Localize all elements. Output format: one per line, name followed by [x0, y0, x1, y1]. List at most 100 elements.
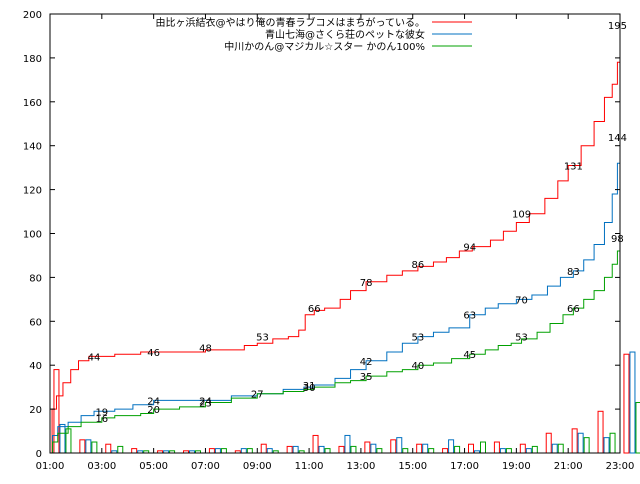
y-tick-label: 200 [23, 10, 42, 21]
data-label: 35 [360, 372, 373, 383]
legend-label: 由比ヶ浜結衣@やはり俺の青春ラブコメはまちがっている。 [156, 16, 426, 29]
hourly-bar [629, 351, 636, 454]
data-label: 42 [360, 357, 373, 368]
data-label: 48 [199, 344, 212, 355]
legend-label: 中川かのん@マジカル☆スター かのん100% [224, 40, 425, 53]
data-label: 24 [147, 396, 160, 407]
x-tick-label: 23:00 [606, 461, 635, 472]
hourly-bar [480, 441, 486, 454]
data-label: 53 [256, 333, 269, 344]
hourly-bar [312, 434, 319, 454]
hourly-bar [545, 432, 552, 454]
hourly-bar [519, 443, 526, 454]
data-label: 30 [303, 383, 316, 394]
hourly-bar [583, 437, 590, 454]
y-tick-label: 100 [23, 230, 42, 241]
hourly-bar [105, 443, 112, 454]
hourly-bar [422, 443, 429, 454]
hourly-bar [428, 448, 435, 454]
data-label: 23 [199, 399, 212, 410]
y-tick-label: 120 [23, 186, 42, 197]
x-tick-label: 03:00 [87, 461, 116, 472]
hourly-bar [292, 445, 299, 454]
hourly-bar [59, 423, 66, 454]
hourly-bar [260, 443, 267, 454]
y-tick-label: 60 [29, 317, 42, 328]
data-label: 98 [611, 234, 624, 245]
data-label: 53 [515, 333, 528, 344]
hourly-bar [603, 437, 610, 454]
data-label: 70 [515, 295, 528, 306]
x-tick-label: 13:00 [346, 461, 375, 472]
hourly-bar [577, 432, 584, 454]
data-label: 27 [251, 390, 264, 401]
hourly-bar [344, 434, 351, 454]
hourly-bar [454, 445, 461, 454]
data-label: 45 [463, 350, 476, 361]
data-label: 63 [463, 311, 476, 322]
hourly-bar [318, 445, 325, 454]
y-tick-label: 0 [36, 449, 42, 460]
hourly-bar [597, 410, 604, 454]
hourly-bar [442, 448, 449, 454]
legend: 由比ヶ浜結衣@やはり俺の青春ラブコメはまちがっている。青山七海@さくら荘のペット… [156, 16, 472, 53]
hourly-bar [338, 445, 345, 454]
hourly-bar [131, 448, 138, 454]
axes: 0 20 40 60 80 100 120 140 160 180 200 01:00 03:00 05:… [23, 10, 635, 472]
series-lines [50, 24, 621, 454]
data-label: 83 [567, 267, 580, 278]
hourly-bar [571, 428, 578, 454]
series-line [50, 24, 621, 454]
hourly-bar [85, 439, 92, 454]
hourly-bar [376, 448, 383, 454]
hourly-bar [390, 439, 397, 454]
data-label: 195 [608, 21, 627, 32]
data-label: 109 [512, 210, 531, 221]
hourly-bar [208, 448, 215, 454]
hourly-bar [214, 448, 221, 454]
data-label: 144 [608, 133, 627, 144]
hourly-bar [505, 448, 512, 454]
hourly-bar [402, 448, 409, 454]
data-label: 16 [95, 414, 108, 425]
hourly-bars [53, 351, 640, 454]
x-tick-label: 19:00 [502, 461, 531, 472]
data-label: 86 [412, 260, 425, 271]
data-label: 24 [199, 396, 212, 407]
series-line [50, 136, 621, 454]
hourly-bar [396, 437, 403, 454]
data-label: 46 [147, 348, 160, 359]
data-label: 40 [412, 361, 425, 372]
hourly-bar [499, 448, 506, 454]
y-tick-label: 80 [29, 273, 42, 284]
y-tick-label: 40 [29, 361, 42, 372]
data-label: 94 [463, 243, 476, 254]
hourly-bar [324, 448, 331, 454]
hourly-bar [240, 448, 247, 454]
data-label: 19 [95, 407, 108, 418]
hourly-bar [525, 448, 532, 454]
hourly-bar [220, 448, 227, 454]
x-tick-label: 15:00 [398, 461, 427, 472]
data-label: 66 [567, 304, 580, 315]
data-label: 78 [360, 278, 373, 289]
x-tick-label: 11:00 [295, 461, 324, 472]
data-label: 44 [88, 352, 101, 363]
hourly-bar [246, 448, 253, 454]
hourly-bar [635, 402, 640, 454]
data-label: 20 [147, 405, 160, 416]
data-label: 53 [412, 333, 425, 344]
hourly-bar [551, 443, 558, 454]
y-tick-label: 180 [23, 54, 42, 65]
x-tick-label: 07:00 [191, 461, 220, 472]
hourly-bar [266, 448, 273, 454]
data-label: 31 [303, 381, 316, 392]
hourly-bar [79, 439, 86, 454]
y-tick-label: 160 [23, 98, 42, 109]
hourly-bar [557, 443, 564, 454]
hourly-bar [623, 353, 630, 454]
x-tick-label: 17:00 [450, 461, 479, 472]
x-tick-label: 01:00 [36, 461, 65, 472]
